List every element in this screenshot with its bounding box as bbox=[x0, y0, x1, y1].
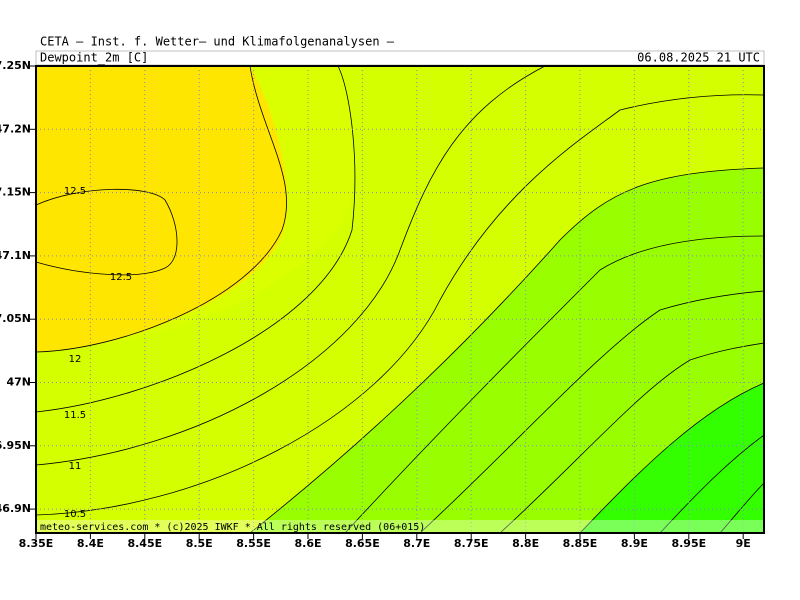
contour-label: 11 bbox=[69, 461, 82, 472]
lon-label: 8.8E bbox=[512, 537, 539, 550]
contour-label: 12 bbox=[69, 354, 82, 365]
lat-label: 46.9N bbox=[0, 502, 31, 515]
contour bbox=[579, 382, 765, 534]
contour bbox=[419, 290, 765, 534]
lon-label: 8.6E bbox=[294, 537, 321, 550]
lon-label: 8.9E bbox=[621, 537, 648, 550]
contour bbox=[35, 65, 546, 466]
contour bbox=[35, 188, 178, 276]
lon-label: 8.7E bbox=[403, 537, 430, 550]
field-12 bbox=[36, 66, 288, 352]
date: 06.08.2025 21 UTC bbox=[637, 51, 760, 65]
lon-label: 8.95E bbox=[671, 537, 706, 550]
institute: CETA — Inst. f. Wetter— und Klimafolgena… bbox=[40, 35, 395, 49]
contour-labels: 12.5 12.5 12 11.5 11 10.5 bbox=[64, 186, 132, 520]
contour-label: 11.5 bbox=[64, 410, 86, 421]
contour bbox=[659, 434, 765, 534]
footer-strip bbox=[36, 520, 764, 533]
contour bbox=[35, 94, 765, 516]
lon-label: 8.5E bbox=[186, 537, 213, 550]
footer: meteo-services.com * (c)2025 IWKF * All … bbox=[40, 522, 425, 533]
contour bbox=[35, 65, 287, 353]
contour-label: 12.5 bbox=[64, 186, 86, 197]
axes: 7.25N 47.2N 7.15N 47.1N 7.05N 47N 6.95N 46.9N 8.… bbox=[0, 59, 751, 550]
lon-label: 8.45E bbox=[127, 537, 162, 550]
lon-label: 9E bbox=[736, 537, 751, 550]
contour bbox=[719, 482, 765, 534]
lat-label: 7.15N bbox=[0, 186, 31, 199]
lat-label: 6.95N bbox=[0, 439, 31, 452]
title: Dewpoint_2m [C] bbox=[40, 51, 148, 65]
lon-label: 8.55E bbox=[236, 537, 271, 550]
grid bbox=[36, 66, 764, 533]
lat-label: 47.2N bbox=[0, 122, 31, 135]
lat-label: 47.1N bbox=[0, 249, 31, 262]
lon-label: 8.4E bbox=[77, 537, 104, 550]
contour bbox=[249, 167, 765, 534]
lat-label: 47N bbox=[6, 376, 31, 389]
contour-label: 12.5 bbox=[110, 272, 132, 283]
contour bbox=[35, 65, 356, 413]
lat-label: 7.25N bbox=[0, 59, 31, 72]
field-10-5 bbox=[250, 168, 764, 533]
lat-label: 7.05N bbox=[0, 312, 31, 325]
contour bbox=[344, 235, 765, 534]
lon-label: 8.65E bbox=[345, 537, 380, 550]
contours bbox=[35, 65, 765, 534]
frame bbox=[35, 65, 765, 534]
contour-label: 10.5 bbox=[64, 509, 86, 520]
contour bbox=[499, 342, 765, 534]
field-10 bbox=[580, 383, 764, 533]
fields bbox=[36, 66, 764, 533]
lon-label: 8.35E bbox=[19, 537, 54, 550]
lon-label: 8.75E bbox=[454, 537, 489, 550]
lon-label: 8.85E bbox=[563, 537, 598, 550]
